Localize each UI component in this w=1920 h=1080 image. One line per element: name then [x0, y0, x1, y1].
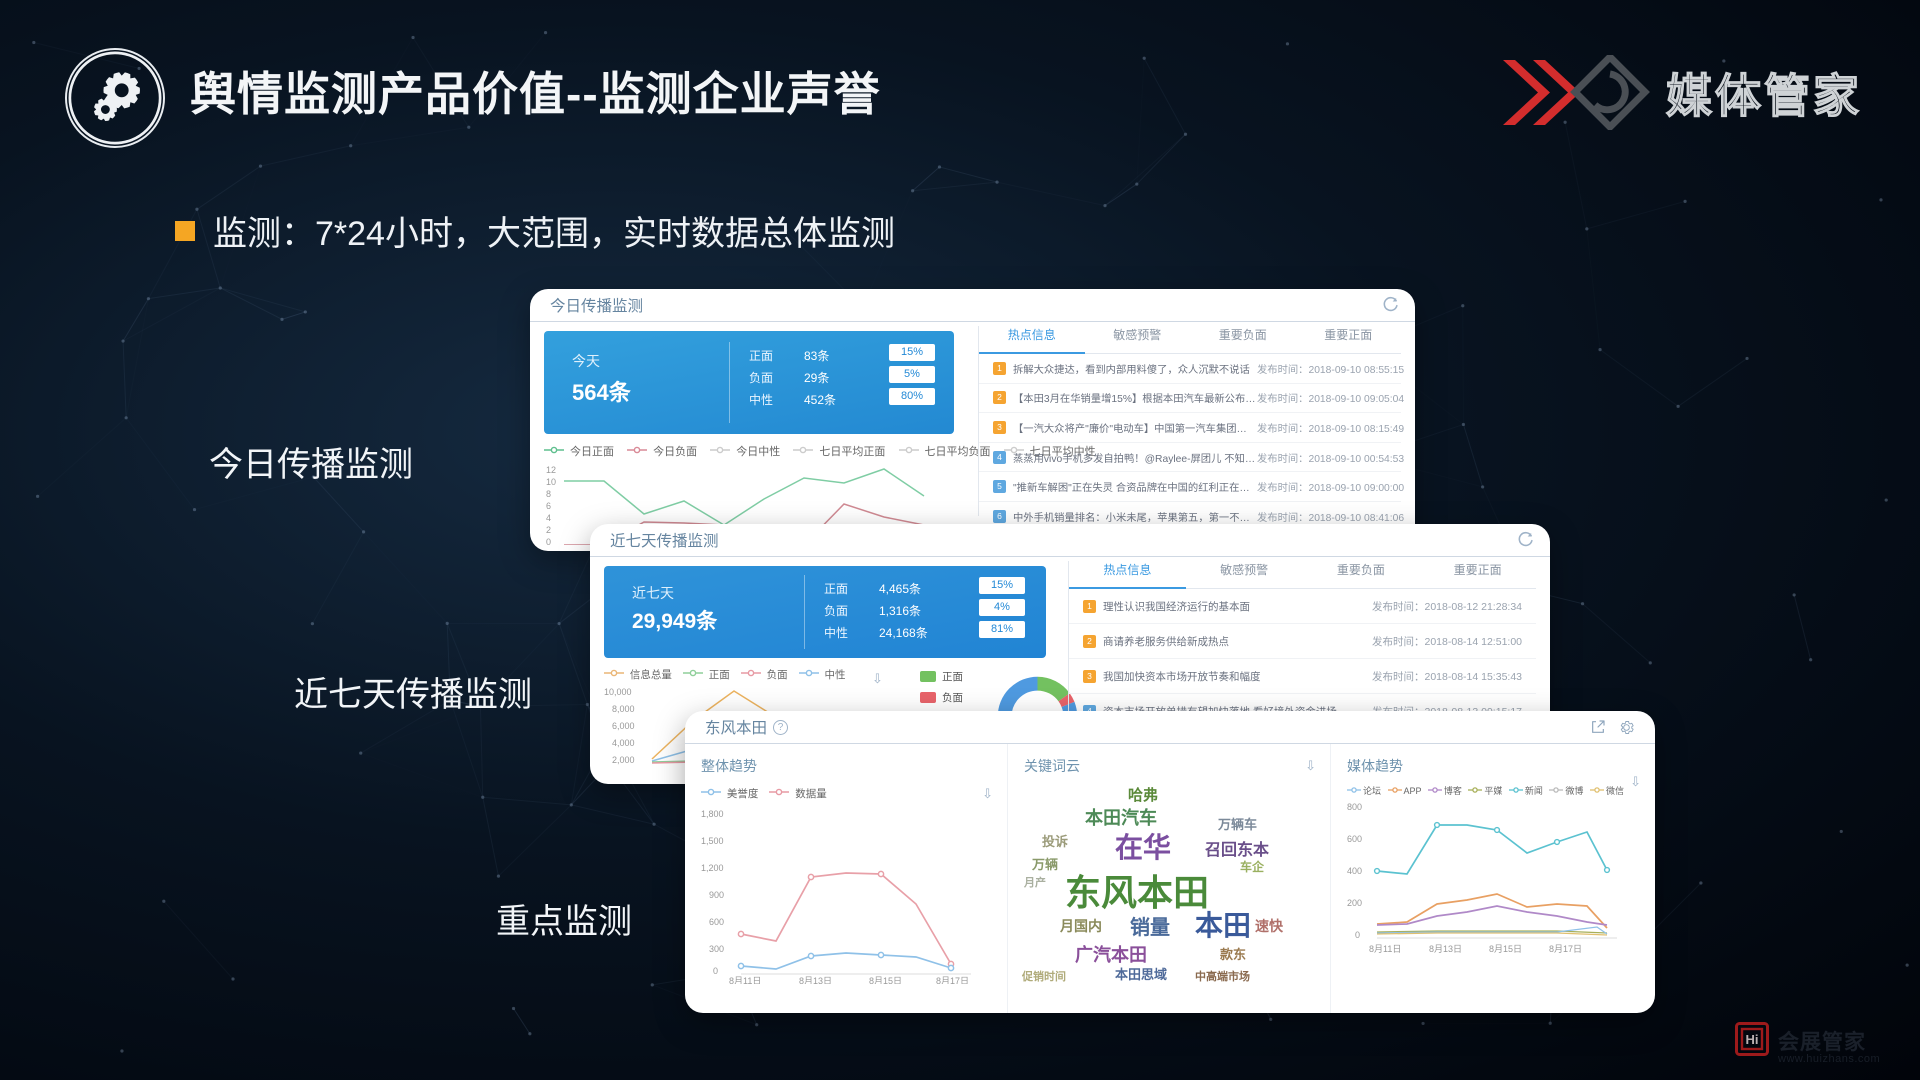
svg-text:800: 800 [1347, 802, 1362, 812]
svg-text:12: 12 [546, 465, 556, 475]
svg-text:8月17日: 8月17日 [1549, 944, 1582, 954]
svg-text:10,000: 10,000 [604, 687, 632, 697]
svg-text:8月11日: 8月11日 [729, 976, 761, 984]
svg-text:0: 0 [1355, 930, 1360, 940]
svg-text:8月17日: 8月17日 [936, 976, 969, 984]
svg-text:0: 0 [546, 537, 551, 545]
svg-text:200: 200 [1347, 898, 1362, 908]
svg-text:1,800: 1,800 [701, 809, 724, 819]
svg-text:6: 6 [546, 501, 551, 511]
svg-text:10: 10 [546, 477, 556, 487]
svg-text:400: 400 [1347, 866, 1362, 876]
svg-text:1,500: 1,500 [701, 836, 724, 846]
svg-text:900: 900 [709, 890, 724, 900]
svg-text:8,000: 8,000 [612, 704, 635, 714]
svg-text:300: 300 [709, 944, 724, 954]
svg-text:6,000: 6,000 [612, 721, 635, 731]
svg-text:600: 600 [709, 917, 724, 927]
svg-text:2,000: 2,000 [612, 755, 635, 765]
svg-text:8月13日: 8月13日 [799, 976, 832, 984]
svg-text:4,000: 4,000 [612, 738, 635, 748]
svg-text:4: 4 [546, 513, 551, 523]
svg-text:0: 0 [713, 966, 718, 976]
svg-text:2: 2 [546, 525, 551, 535]
svg-text:8月13日: 8月13日 [1429, 944, 1462, 954]
svg-text:1,200: 1,200 [701, 863, 724, 873]
svg-text:Hi: Hi [1746, 1032, 1759, 1047]
svg-text:8月11日: 8月11日 [1369, 944, 1401, 954]
svg-text:8月15日: 8月15日 [869, 976, 902, 984]
svg-text:8月15日: 8月15日 [1489, 944, 1522, 954]
svg-text:600: 600 [1347, 834, 1362, 844]
svg-text:8: 8 [546, 489, 551, 499]
